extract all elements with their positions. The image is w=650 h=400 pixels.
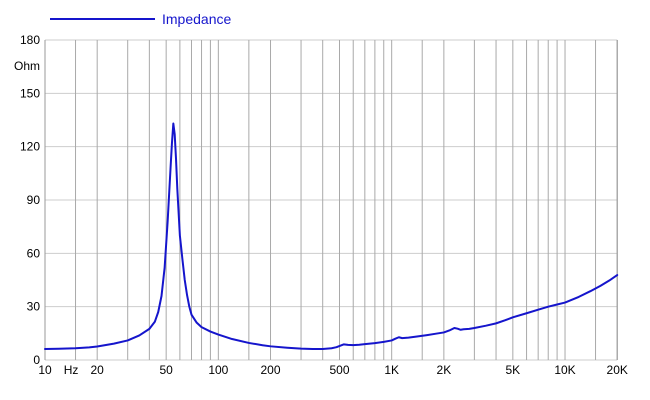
x-tick-label: 50 [159, 363, 173, 377]
y-tick-label: 180 [20, 33, 40, 47]
x-tick-label: 500 [329, 363, 349, 377]
x-unit-label: Hz [64, 363, 79, 377]
impedance-curve [44, 122, 619, 350]
y-tick-label: 90 [27, 193, 41, 207]
x-tick-label: 200 [261, 363, 281, 377]
x-tick-label: 1K [384, 363, 399, 377]
x-tick-label: 10 [38, 363, 52, 377]
y-tick-label: 0 [33, 353, 40, 367]
x-tick-label: 20K [607, 363, 628, 377]
y-tick-label: 30 [27, 300, 41, 314]
legend-line-swatch [50, 18, 155, 20]
x-tick-label: 100 [208, 363, 228, 377]
chart-legend: Impedance [50, 10, 231, 28]
x-tick-label: 20 [91, 363, 105, 377]
x-tick-label: 2K [437, 363, 452, 377]
y-tick-label: 150 [20, 86, 40, 100]
legend-label: Impedance [162, 11, 232, 27]
y-tick-label: 60 [27, 246, 41, 260]
x-tick-label: 5K [505, 363, 520, 377]
x-tick-label: 10K [554, 363, 575, 377]
y-unit-label: Ohm [14, 59, 40, 73]
y-tick-label: 120 [20, 140, 40, 154]
